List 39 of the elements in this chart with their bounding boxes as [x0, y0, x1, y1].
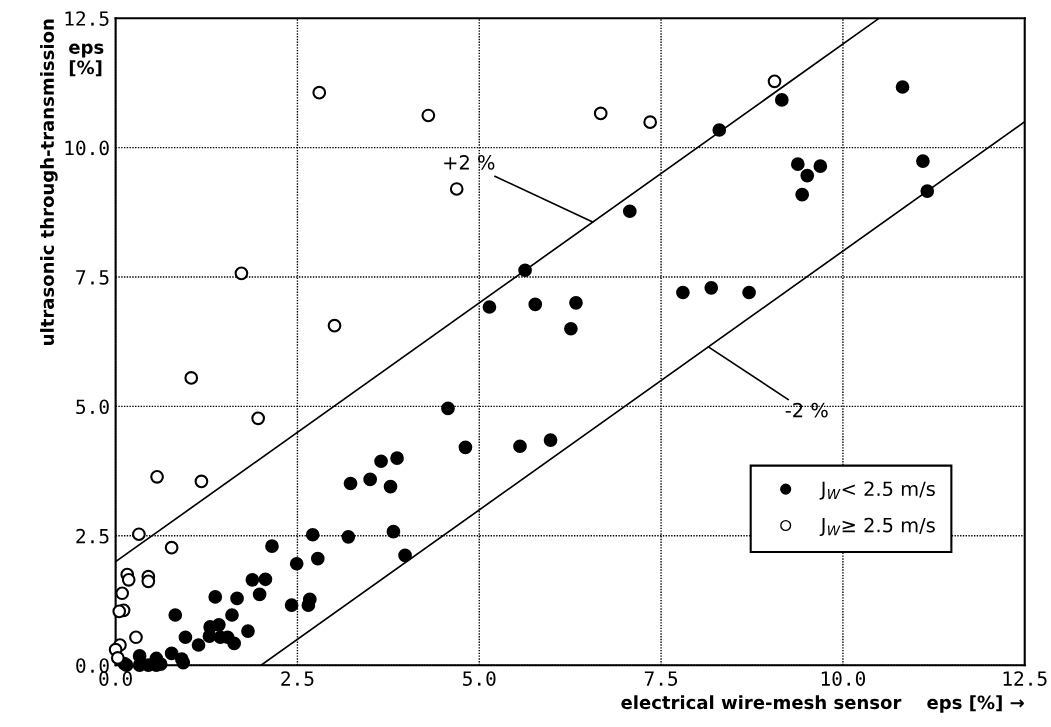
point: [129, 630, 143, 645]
legend-label: J$_{W}$≥ 2.5 m/s: [819, 517, 935, 537]
point: [194, 474, 209, 489]
point: [112, 604, 127, 619]
point: [234, 266, 249, 281]
y-axis-title: ultrasonic through-transmission: [40, 19, 58, 345]
point: [767, 74, 782, 89]
y-tick-label: 5.0: [76, 399, 109, 415]
x-axis-title: electrical wire-mesh sensor eps [%] →: [621, 695, 1024, 713]
point: [150, 469, 164, 484]
y-tick-label: 12.5: [65, 11, 109, 26]
point: [312, 85, 327, 100]
point: [593, 106, 608, 121]
point: [121, 572, 136, 587]
x-tick-label: 10.0: [821, 671, 866, 686]
y-tick-label: 7.5: [76, 270, 109, 285]
x-tick-label: 5.0: [463, 671, 496, 686]
point: [449, 182, 464, 196]
y-tick-label: 2.5: [76, 528, 109, 544]
annotation: +2 %: [444, 155, 495, 170]
point: [115, 586, 130, 601]
point: [141, 574, 156, 589]
x-tick-label: 0.0: [99, 671, 132, 686]
x-tick-label: 12.5: [1003, 671, 1047, 686]
y-tick-label: 0.0: [76, 658, 109, 673]
annotation: -2 %: [785, 402, 828, 418]
point: [421, 108, 436, 123]
x-tick-label: 7.5: [644, 671, 678, 686]
point: [164, 540, 179, 555]
point: [643, 115, 658, 130]
point: [132, 527, 146, 542]
text: eps [%]: [69, 43, 104, 77]
point: [251, 411, 266, 426]
point: [184, 371, 199, 385]
legend-label: J$_{W}$< 2.5 m/s: [819, 481, 935, 500]
point: [327, 318, 342, 333]
point: [110, 651, 125, 665]
y-tick-label: 10.0: [65, 140, 109, 156]
x-tick-label: 2.5: [281, 671, 314, 686]
